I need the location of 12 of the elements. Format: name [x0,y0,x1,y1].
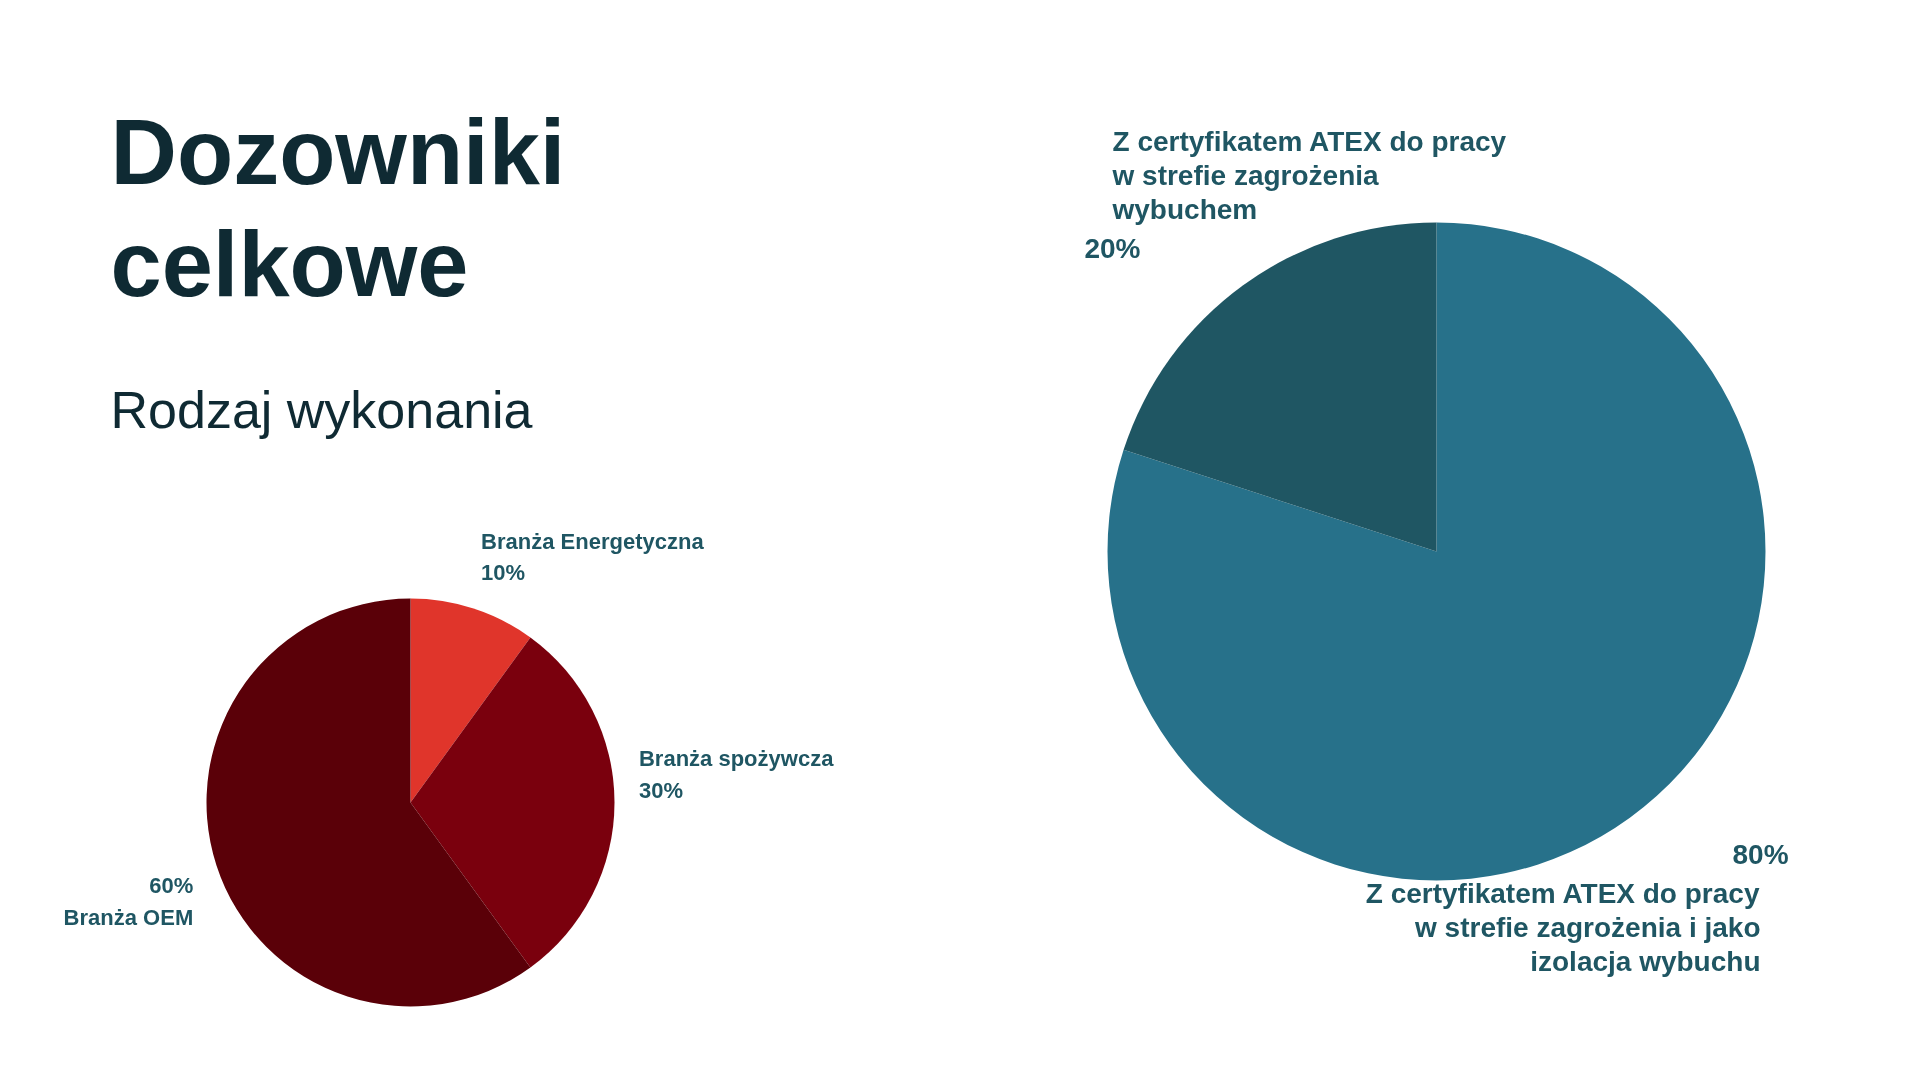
chart-subtitle: Rodzaj wykonania [110,380,533,439]
slice-label: Branża Energetyczna [481,528,705,554]
data-label: 80% [1732,838,1789,870]
slice-label: Z certyfikatem ATEX do pracy w strefie zagrożenia wybuchem [1111,125,1507,226]
data-label: 30% [638,777,684,803]
slice-label: Branża OEM [63,904,194,930]
slice-label: Z certyfikatem ATEX do pracy w strefie zagrożenia i jako izolacja wybuchu [1365,877,1761,978]
data-label: 10% [481,560,526,586]
slice-label: Branża spożywcza [638,746,835,771]
chart-title: Dozowniki celkowe [110,100,566,315]
data-label: 20% [1084,233,1141,265]
data-label: 60% [149,873,194,899]
